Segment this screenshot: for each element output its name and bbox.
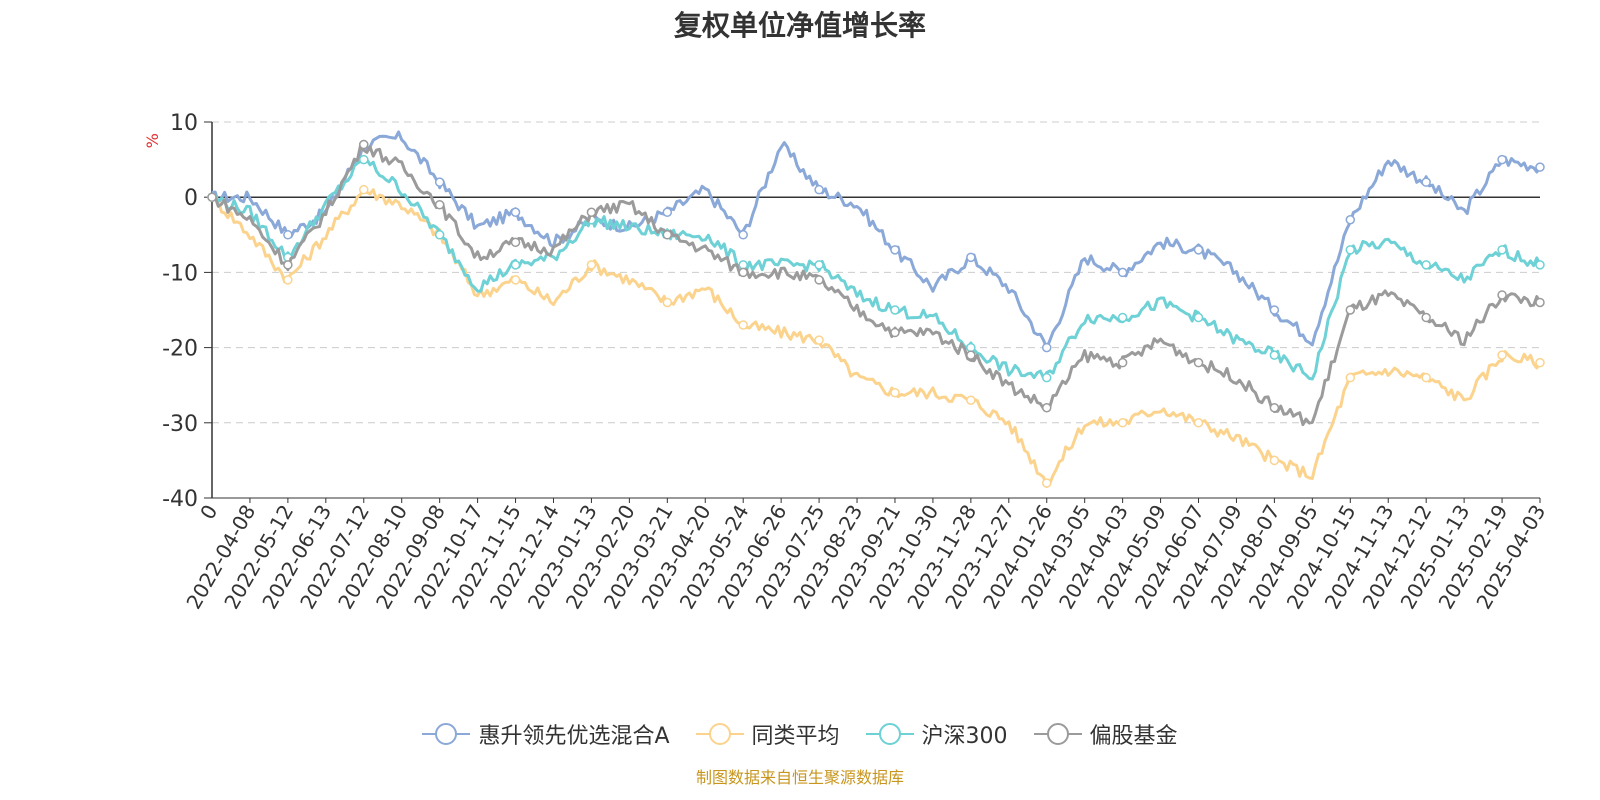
series-2-point (510, 275, 521, 285)
series-3-point (814, 260, 824, 270)
series-3-point (1117, 312, 1128, 323)
series-4-point (662, 230, 673, 240)
y-tick-label: 10 (170, 111, 198, 136)
legend-series-3-label: 沪深300 (921, 724, 1008, 749)
series-2-point (814, 335, 824, 345)
series-4-point (738, 267, 748, 278)
series-1-point (1041, 342, 1052, 353)
series-4-point (510, 237, 521, 248)
series-2-point (966, 395, 976, 405)
series-2-point (1041, 478, 1052, 488)
data-source-note: 制图数据来自恒生聚源数据库 (695, 768, 904, 787)
legend-series-1-label: 惠升领先优选混合A (478, 724, 670, 749)
series-2-point (1269, 455, 1280, 466)
series-4-point (1535, 297, 1545, 308)
series-3-point (1535, 260, 1545, 270)
series-4-point (207, 192, 217, 202)
series-1-point (814, 184, 824, 195)
series-2-point (1421, 372, 1431, 383)
series-4-point (890, 327, 900, 338)
legend: 惠升领先优选混合A 同类平均 沪深300 偏股基金 (0, 718, 1600, 750)
series-2-point (890, 387, 900, 398)
series-1-point (1345, 215, 1356, 225)
series-1-point (1497, 154, 1507, 165)
series-1-point (662, 207, 673, 217)
series-1-point (1117, 267, 1128, 278)
series-1-point (1193, 245, 1204, 255)
series-4-point (814, 275, 824, 285)
y-tick-label: -20 (162, 337, 198, 362)
series-1-point (1421, 177, 1431, 187)
chart-title: 复权单位净值增长率 (673, 9, 926, 42)
legend-item-series-4[interactable]: 偏股基金 (1033, 718, 1178, 750)
series-1-point (1535, 162, 1545, 172)
series-1-point (738, 230, 748, 240)
y-tick-label: 0 (184, 186, 198, 211)
series-2-point (738, 320, 748, 330)
legend-series-2-label: 同类平均 (751, 724, 840, 749)
series-4-point (1269, 403, 1280, 413)
series-2-point (359, 184, 369, 195)
series-2-point (283, 275, 293, 285)
series-line-2 (210, 188, 1542, 489)
series-3-point (1041, 372, 1052, 383)
series-3-point (434, 230, 445, 240)
legend-series-2-icon (695, 723, 744, 745)
legend-item-series-2[interactable]: 同类平均 (695, 718, 840, 750)
legend-series-1-icon (422, 723, 471, 745)
legend-series-4-icon (1033, 723, 1082, 745)
y-tick-label: -30 (162, 412, 198, 437)
series-3-point (1193, 312, 1204, 323)
legend-series-3-icon (865, 723, 914, 745)
series-2-point (586, 260, 597, 270)
legend-item-series-1[interactable]: 惠升领先优选混合A (422, 718, 670, 750)
series-4-point (1117, 357, 1128, 368)
y-axis-label: % (143, 133, 162, 148)
series-4-point (283, 260, 293, 270)
series-line-1 (211, 130, 1542, 350)
series-4-point (1193, 357, 1204, 368)
series-4-point (586, 207, 597, 217)
series-2-point (1535, 357, 1545, 368)
series-3-point (1421, 260, 1431, 270)
series-1-point (434, 177, 445, 187)
series-line-4 (211, 143, 1542, 427)
series-1-point (1269, 305, 1280, 315)
series-2-point (1497, 350, 1507, 360)
y-tick-label: -10 (162, 261, 198, 286)
series-3-point (359, 154, 369, 165)
legend-item-series-3[interactable]: 沪深300 (865, 718, 1008, 750)
series-3-point (1345, 245, 1356, 255)
y-tick-label: -40 (162, 487, 198, 512)
series-4-point (1345, 305, 1356, 315)
series-3-point (890, 305, 900, 315)
series-4-point (434, 199, 445, 210)
legend-series-4-label: 偏股基金 (1089, 724, 1178, 749)
series-3-point (1269, 350, 1280, 360)
series-4-point (1041, 403, 1052, 413)
series-1-point (283, 230, 293, 240)
series-1-point (510, 207, 521, 217)
series-4-point (966, 350, 976, 360)
series-2-point (1345, 372, 1356, 383)
series-3-point (1497, 245, 1507, 255)
x-tick-label: 0 (195, 501, 222, 524)
series-3-point (510, 260, 521, 270)
series-4-point (1421, 312, 1431, 323)
series-2-point (1193, 418, 1204, 428)
series-1-point (890, 245, 900, 255)
series-2-point (662, 297, 673, 308)
series-1-point (966, 252, 976, 263)
series-4-point (359, 139, 369, 150)
series-2-point (1117, 418, 1128, 428)
series-line-3 (210, 158, 1542, 381)
series-4-point (1497, 290, 1507, 300)
